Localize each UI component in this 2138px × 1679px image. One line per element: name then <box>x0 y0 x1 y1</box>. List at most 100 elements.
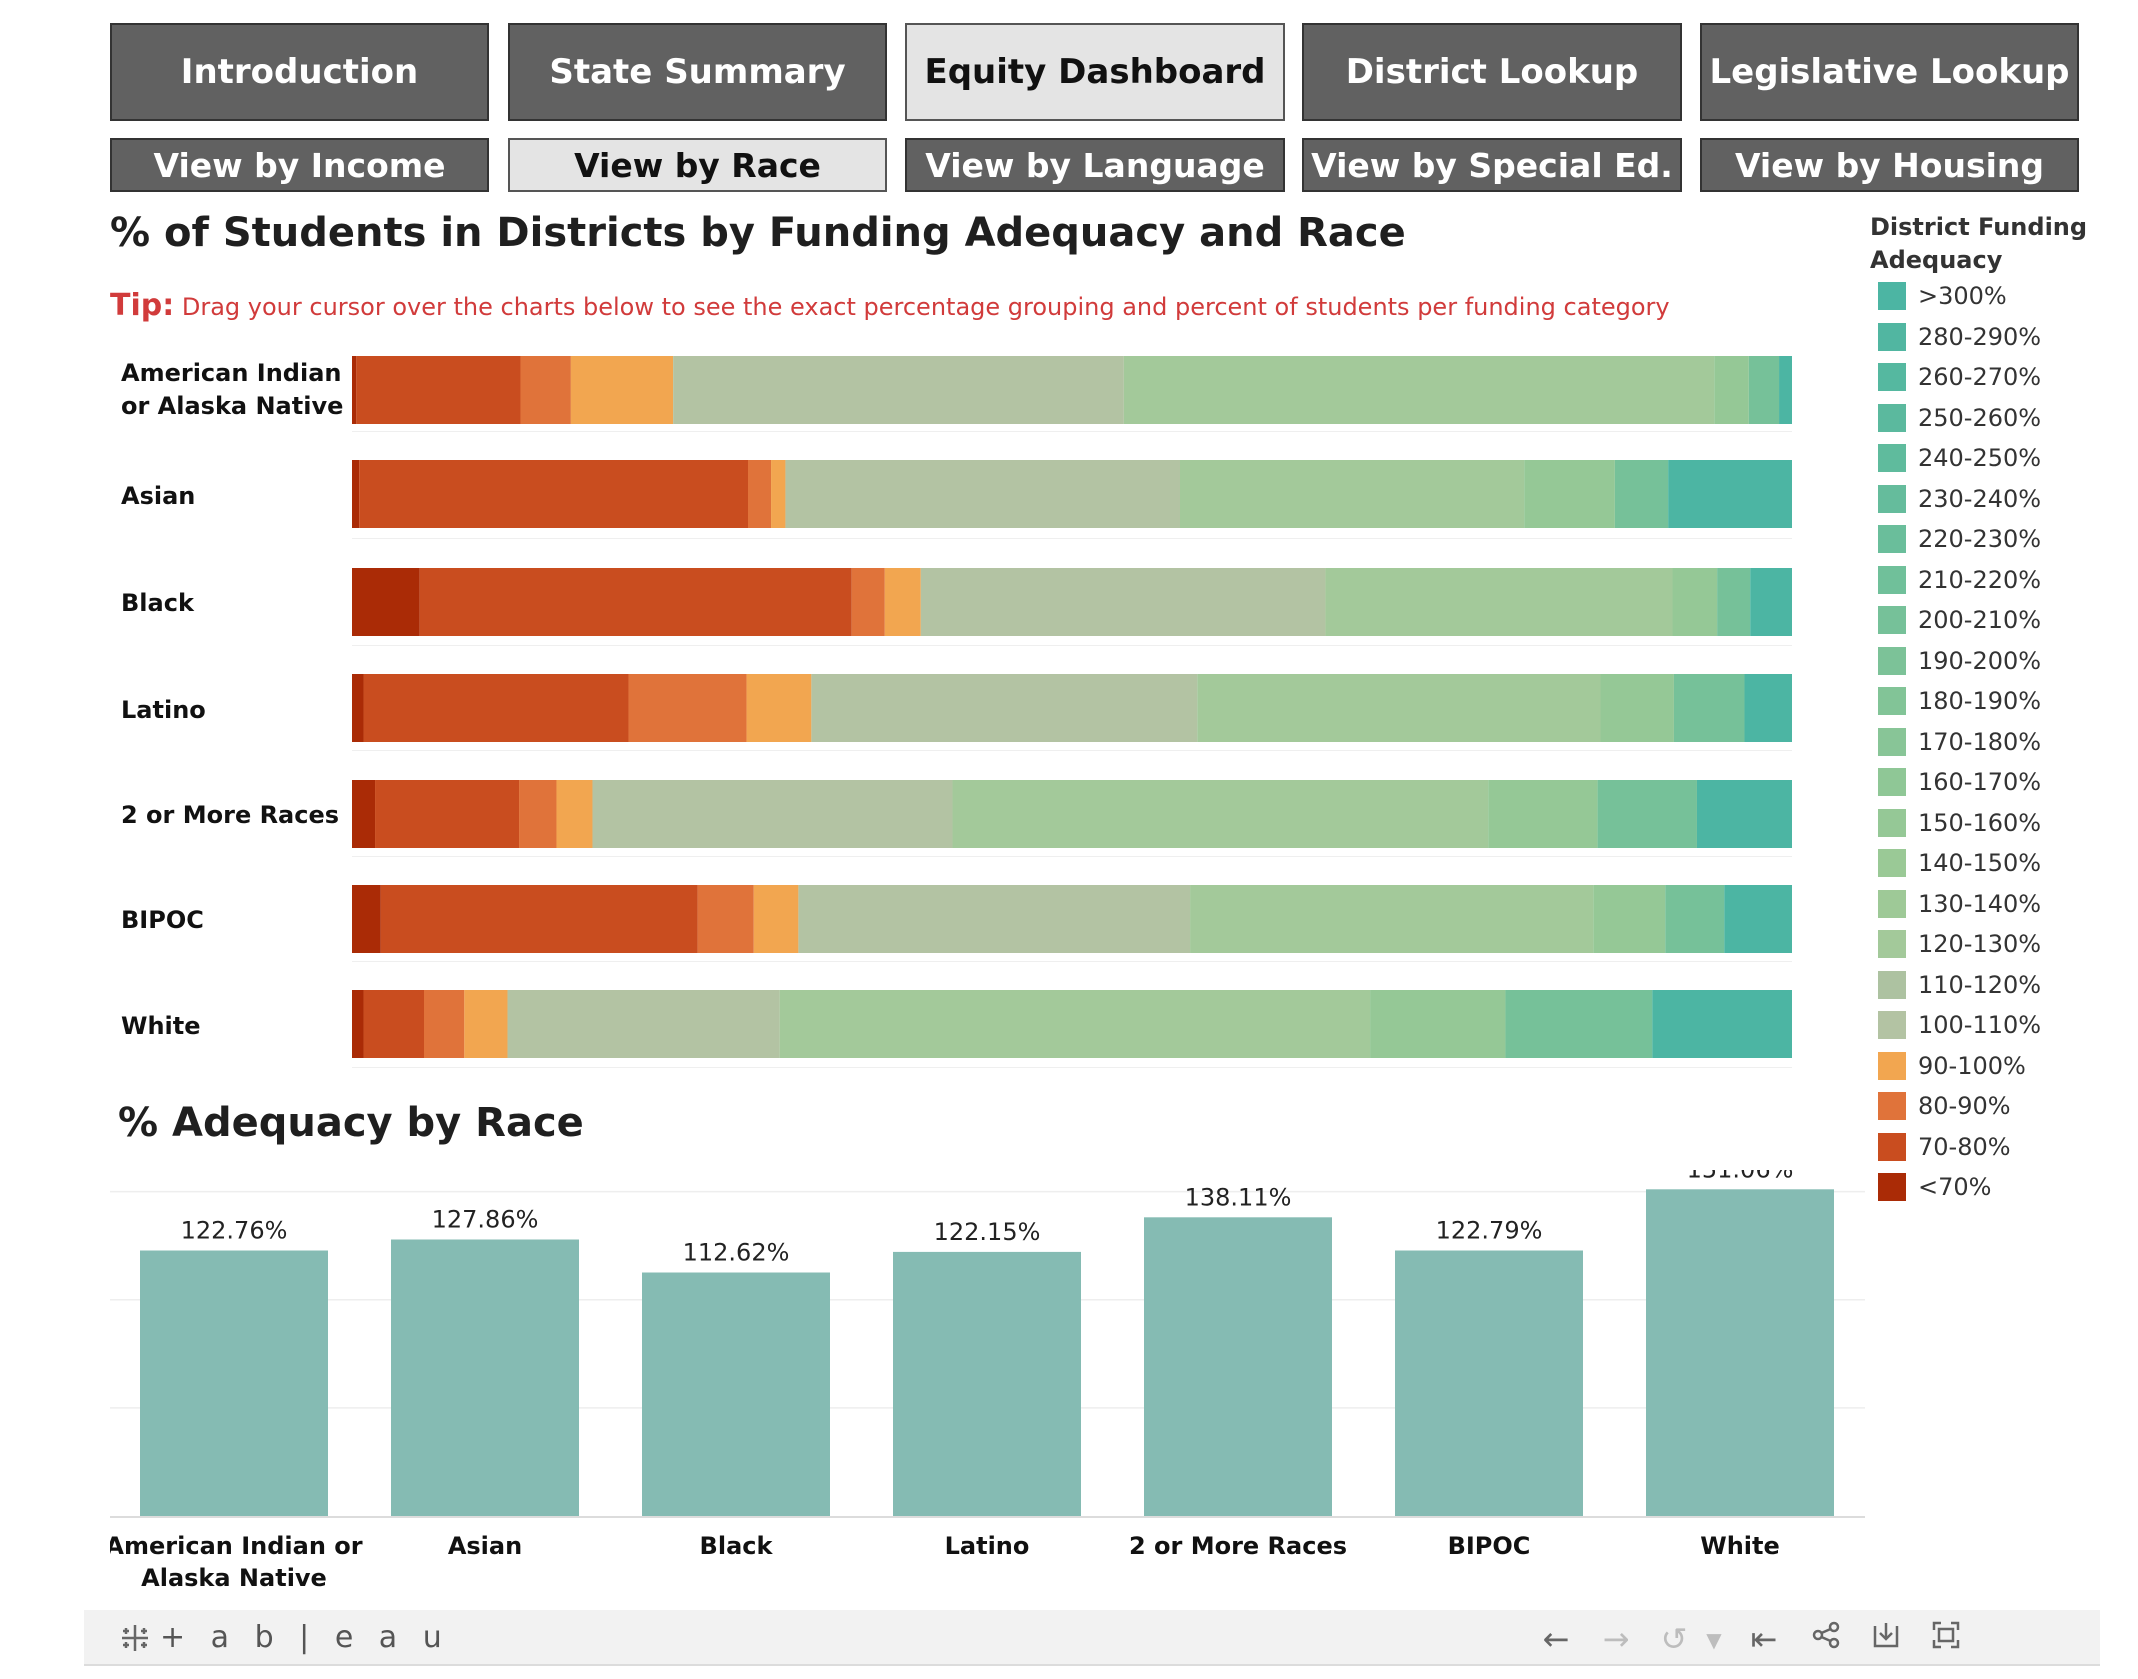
legend-item[interactable]: 200-210% <box>1878 605 2041 635</box>
replay-dropdown-icon[interactable]: ▼ <box>1706 1628 1722 1652</box>
stacked-segment[interactable] <box>697 885 754 953</box>
legend-item[interactable]: 80-90% <box>1878 1091 2011 1121</box>
stacked-segment[interactable] <box>352 674 364 742</box>
stacked-segment[interactable] <box>519 780 557 848</box>
stacked-segment[interactable] <box>419 568 852 636</box>
legend-item[interactable]: 150-160% <box>1878 808 2041 838</box>
stacked-segment[interactable] <box>352 780 376 848</box>
download-icon[interactable] <box>1866 1620 1906 1658</box>
legend-item[interactable]: 110-120% <box>1878 970 2041 1000</box>
stacked-segment[interactable] <box>1614 460 1669 528</box>
stacked-segment[interactable] <box>1180 460 1525 528</box>
adequacy-bar[interactable] <box>1395 1250 1583 1517</box>
adequacy-bar-chart[interactable]: 122.76% American Indian or Alaska Native 12… <box>110 1170 1870 1600</box>
legend-item[interactable]: 120-130% <box>1878 929 2041 959</box>
stacked-segment[interactable] <box>352 568 420 636</box>
stacked-segment[interactable] <box>1370 990 1506 1058</box>
stacked-segment[interactable] <box>1505 990 1653 1058</box>
stacked-segment[interactable] <box>375 780 520 848</box>
stacked-segment[interactable] <box>380 885 698 953</box>
legend-item[interactable]: <70% <box>1878 1172 1991 1202</box>
undo-icon[interactable]: ← <box>1542 1620 1570 1658</box>
stacked-segment[interactable] <box>798 885 1191 953</box>
adequacy-bar[interactable] <box>1144 1217 1332 1516</box>
stacked-segment[interactable] <box>507 990 780 1058</box>
adequacy-bar[interactable] <box>893 1251 1081 1516</box>
legend-item[interactable]: 140-150% <box>1878 848 2041 878</box>
legend-item[interactable]: 160-170% <box>1878 767 2041 797</box>
stacked-segment[interactable] <box>464 990 508 1058</box>
stacked-segment[interactable] <box>1748 356 1780 424</box>
stacked-segment[interactable] <box>1724 885 1792 953</box>
stacked-segment[interactable] <box>884 568 921 636</box>
replay-icon[interactable]: ↺ <box>1660 1620 1688 1658</box>
tab-state-summary[interactable]: State Summary <box>508 23 887 121</box>
tab-equity-dashboard[interactable]: Equity Dashboard <box>905 23 1285 121</box>
stacked-segment[interactable] <box>1672 568 1718 636</box>
revert-icon[interactable]: ⇤ <box>1750 1620 1778 1658</box>
stacked-segment[interactable] <box>1325 568 1673 636</box>
tableau-logo[interactable]: + a b | e a u <box>118 1620 450 1655</box>
stacked-segment[interactable] <box>520 356 571 424</box>
stacked-segment[interactable] <box>1600 674 1674 742</box>
stacked-segment[interactable] <box>1593 885 1666 953</box>
stacked-segment[interactable] <box>570 356 674 424</box>
legend-item[interactable]: 280-290% <box>1878 322 2041 352</box>
redo-icon[interactable]: → <box>1602 1620 1630 1658</box>
stacked-segment[interactable] <box>352 356 357 424</box>
stacked-segment[interactable] <box>1190 885 1594 953</box>
share-icon[interactable] <box>1806 1620 1846 1658</box>
legend-item[interactable]: 240-250% <box>1878 443 2041 473</box>
legend-item[interactable]: >300% <box>1878 281 2007 311</box>
tab-district-lookup[interactable]: District Lookup <box>1302 23 1682 121</box>
fullscreen-icon[interactable] <box>1926 1620 1966 1658</box>
stacked-segment[interactable] <box>1673 674 1745 742</box>
legend-item[interactable]: 190-200% <box>1878 646 2041 676</box>
stacked-segment[interactable] <box>363 674 629 742</box>
stacked-segment[interactable] <box>1597 780 1697 848</box>
stacked-segment[interactable] <box>356 356 521 424</box>
tab-introduction[interactable]: Introduction <box>110 23 489 121</box>
stacked-segment[interactable] <box>352 990 364 1058</box>
stacked-segment[interactable] <box>920 568 1326 636</box>
tab-view-by-language[interactable]: View by Language <box>905 138 1285 192</box>
adequacy-bar[interactable] <box>391 1239 579 1517</box>
stacked-segment[interactable] <box>352 885 381 953</box>
stacked-segment[interactable] <box>811 674 1198 742</box>
tab-legislative-lookup[interactable]: Legislative Lookup <box>1700 23 2079 121</box>
stacked-segment[interactable] <box>1123 356 1715 424</box>
stacked-segment[interactable] <box>1524 460 1615 528</box>
stacked-bar-chart[interactable] <box>352 340 1792 1080</box>
stacked-segment[interactable] <box>592 780 953 848</box>
stacked-segment[interactable] <box>771 460 786 528</box>
legend-item[interactable]: 230-240% <box>1878 484 2041 514</box>
stacked-segment[interactable] <box>1714 356 1749 424</box>
stacked-segment[interactable] <box>1750 568 1792 636</box>
tab-view-by-race[interactable]: View by Race <box>508 138 887 192</box>
stacked-segment[interactable] <box>753 885 799 953</box>
legend-item[interactable]: 90-100% <box>1878 1051 2026 1081</box>
stacked-segment[interactable] <box>746 674 812 742</box>
adequacy-bar[interactable] <box>642 1272 830 1517</box>
adequacy-bar[interactable] <box>140 1250 328 1517</box>
legend-item[interactable]: 70-80% <box>1878 1132 2011 1162</box>
stacked-segment[interactable] <box>673 356 1124 424</box>
legend-item[interactable]: 180-190% <box>1878 686 2041 716</box>
tab-view-by-special-ed[interactable]: View by Special Ed. <box>1302 138 1682 192</box>
stacked-segment[interactable] <box>352 460 360 528</box>
stacked-segment[interactable] <box>359 460 748 528</box>
stacked-segment[interactable] <box>628 674 747 742</box>
stacked-segment[interactable] <box>785 460 1180 528</box>
stacked-segment[interactable] <box>1197 674 1601 742</box>
adequacy-bar[interactable] <box>1646 1189 1834 1516</box>
stacked-segment[interactable] <box>1717 568 1751 636</box>
tab-view-by-income[interactable]: View by Income <box>110 138 489 192</box>
stacked-segment[interactable] <box>1488 780 1598 848</box>
stacked-segment[interactable] <box>851 568 885 636</box>
legend-item[interactable]: 220-230% <box>1878 524 2041 554</box>
legend-item[interactable]: 250-260% <box>1878 403 2041 433</box>
stacked-segment[interactable] <box>952 780 1489 848</box>
stacked-segment[interactable] <box>1665 885 1725 953</box>
stacked-segment[interactable] <box>779 990 1371 1058</box>
legend-item[interactable]: 260-270% <box>1878 362 2041 392</box>
